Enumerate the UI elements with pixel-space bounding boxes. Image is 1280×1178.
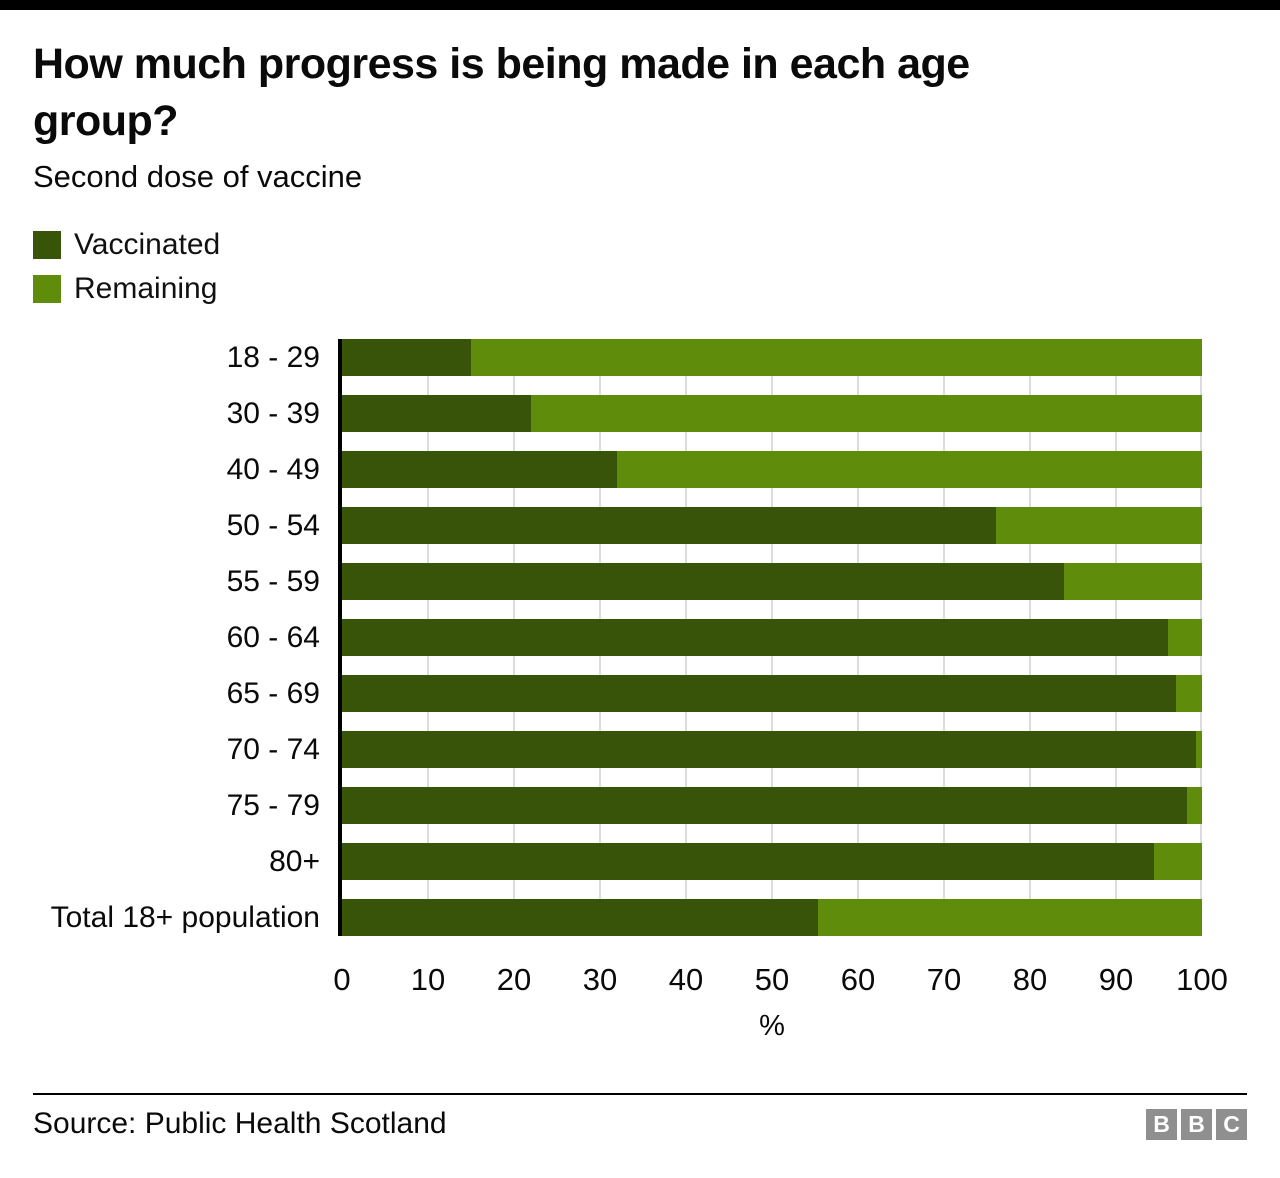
bar-segment-remaining [1064, 563, 1202, 600]
bar-row: 60 - 64 [227, 619, 1202, 656]
bar-segment-remaining [1176, 675, 1202, 712]
x-tick-label: 80 [1012, 962, 1048, 997]
bar-segment-vaccinated [342, 395, 532, 432]
x-tick-label: 30 [582, 962, 618, 997]
x-axis-ticks: 0 10 20 30 40 50 60 70 80 90 100 [333, 962, 1227, 997]
bar-row: 55 - 59 [227, 563, 1202, 600]
bbc-logo-block: B [1146, 1108, 1177, 1140]
bar-row: 65 - 69 [227, 675, 1202, 712]
bar-segment-vaccinated [342, 675, 1177, 712]
x-tick-label: 70 [926, 962, 962, 997]
bar-row: 75 - 79 [227, 787, 1202, 824]
category-label: 40 - 49 [226, 453, 320, 486]
bar-segment-vaccinated [342, 451, 618, 488]
category-label: 65 - 69 [226, 677, 320, 710]
bar-segment-remaining [531, 395, 1202, 432]
bar-row: 70 - 74 [227, 731, 1202, 768]
category-label: 30 - 39 [226, 397, 320, 430]
category-label: 60 - 64 [226, 621, 320, 654]
bar-segment-vaccinated [342, 339, 471, 376]
bar-segment-vaccinated [342, 787, 1187, 824]
x-axis-label: % [759, 1010, 785, 1042]
x-tick-label: 90 [1098, 962, 1134, 997]
bar-row: 18 - 29 [227, 339, 1202, 376]
category-label: 18 - 29 [226, 341, 320, 374]
bar-segment-remaining [471, 339, 1202, 376]
bar-segment-remaining [1167, 619, 1202, 656]
bar-row: 80+ [269, 843, 1202, 880]
bar-segment-vaccinated [342, 563, 1065, 600]
bbc-logo-block: C [1216, 1108, 1247, 1140]
bar-segment-vaccinated [342, 843, 1154, 880]
chart-title: How much progress is being made in each … [33, 36, 1240, 150]
legend-item-vaccinated: Vaccinated [33, 228, 1280, 261]
category-label: 80+ [269, 845, 320, 878]
bar-segment-vaccinated [342, 731, 1196, 768]
x-tick-label: 60 [840, 962, 876, 997]
bar-segment-vaccinated [342, 507, 996, 544]
bar-row: Total 18+ population [51, 899, 1202, 936]
category-label: 55 - 59 [226, 565, 320, 598]
x-tick-label: 40 [668, 962, 704, 997]
legend-item-remaining: Remaining [33, 272, 1280, 305]
bar-segment-remaining [617, 451, 1202, 488]
bar-segment-remaining [1153, 843, 1202, 880]
bar-segment-remaining [818, 899, 1202, 936]
y-axis-line [338, 339, 342, 936]
bar-row: 40 - 49 [227, 451, 1202, 488]
x-tick-label: 10 [410, 962, 446, 997]
remaining-swatch [33, 275, 61, 303]
bar-segment-remaining [1186, 787, 1202, 824]
category-label: 70 - 74 [226, 733, 320, 766]
chart-title-line1: How much progress is being made in each … [33, 40, 970, 88]
bar-row: 30 - 39 [227, 395, 1202, 432]
category-label: 75 - 79 [226, 789, 320, 822]
chart-title-line2: group? [33, 97, 179, 145]
x-tick-label: 20 [496, 962, 532, 997]
legend: Vaccinated Remaining [33, 228, 1280, 305]
footer-divider [33, 1093, 1247, 1095]
bar-row: 50 - 54 [227, 507, 1202, 544]
x-tick-label: 50 [754, 962, 790, 997]
masthead-bar [0, 0, 1280, 10]
vaccinated-swatch [33, 231, 61, 259]
x-tick-label: 0 [333, 962, 351, 997]
chart-subtitle: Second dose of vaccine [33, 159, 363, 194]
source-text: Source: Public Health Scotland [33, 1107, 447, 1140]
bar-rows: 18 - 29 30 - 39 40 - 49 50 - 54 55 - 59 60 - … [51, 339, 1202, 936]
x-tick-label: 100 [1176, 962, 1228, 997]
plot-area: 18 - 29 30 - 39 40 - 49 50 - 54 55 - 59 60 - … [51, 339, 1202, 936]
bbc-logo-block: B [1181, 1108, 1212, 1140]
legend-label-remaining: Remaining [74, 272, 218, 305]
category-label: Total 18+ population [50, 901, 320, 934]
legend-label-vaccinated: Vaccinated [74, 228, 221, 261]
bar-segment-remaining [995, 507, 1202, 544]
category-label: 50 - 54 [226, 509, 320, 542]
bar-segment-vaccinated [342, 899, 819, 936]
bar-segment-vaccinated [342, 619, 1168, 656]
bar-segment-remaining [1195, 731, 1202, 768]
